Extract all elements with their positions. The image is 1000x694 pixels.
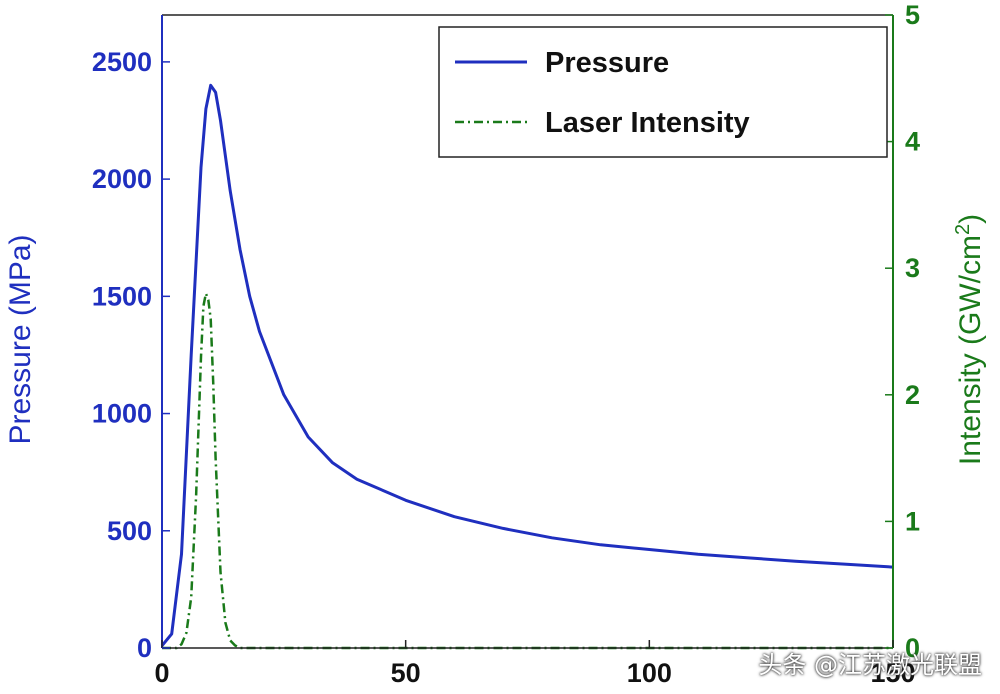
right-tick-label: 4 bbox=[905, 127, 920, 157]
right-axis-title-superscript: 2 bbox=[952, 224, 974, 235]
right-axis-title: Intensity (GW/cm2) bbox=[952, 214, 987, 465]
left-tick-label: 1000 bbox=[92, 399, 152, 429]
x-tick-label: 0 bbox=[154, 658, 169, 688]
right-tick-label: 3 bbox=[905, 253, 920, 283]
left-axis-title: Pressure (MPa) bbox=[4, 234, 37, 444]
legend-box bbox=[438, 26, 888, 158]
x-tick-label: 100 bbox=[627, 658, 672, 688]
legend: Pressure Laser Intensity bbox=[438, 26, 888, 158]
right-tick-label: 2 bbox=[905, 380, 920, 410]
left-tick-label: 1500 bbox=[92, 281, 152, 311]
x-tick-label: 50 bbox=[391, 658, 421, 688]
watermark-text: 头条 @江苏激光联盟 bbox=[758, 651, 982, 679]
left-tick-label: 2000 bbox=[92, 164, 152, 194]
right-tick-label: 1 bbox=[905, 506, 920, 536]
legend-label: Laser Intensity bbox=[545, 107, 750, 139]
x-tick-label: 150 bbox=[870, 658, 915, 688]
right-axis-title-main: Intensity (GW/cm bbox=[954, 235, 987, 465]
series-pressure bbox=[160, 83, 894, 647]
left-tick-label: 2500 bbox=[92, 47, 152, 77]
left-tick-label: 0 bbox=[137, 633, 152, 663]
legend-label: Pressure bbox=[545, 47, 669, 79]
series-laser-intensity bbox=[162, 292, 893, 650]
right-axis-title-close: ) bbox=[954, 214, 987, 224]
right-tick-label: 5 bbox=[905, 0, 920, 30]
left-tick-label: 500 bbox=[107, 516, 152, 546]
right-tick-label: 0 bbox=[905, 633, 920, 663]
